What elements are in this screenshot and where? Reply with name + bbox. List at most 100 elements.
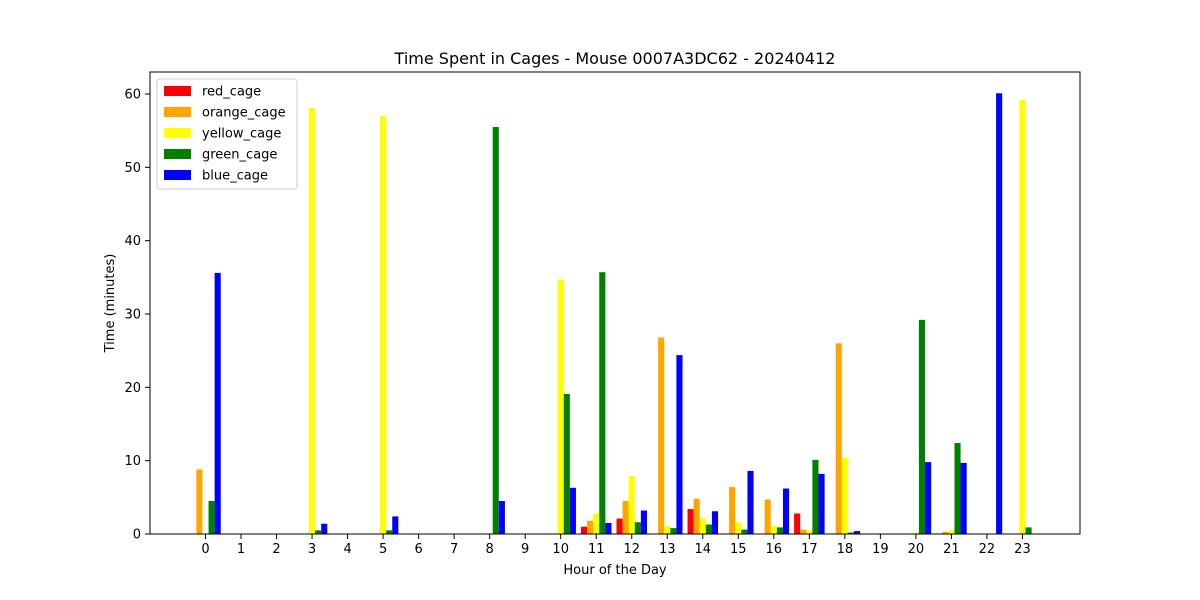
bar-yellow-cage-hour-17 <box>806 530 813 534</box>
y-tick-label: 30 <box>124 308 141 323</box>
bar-green-cage-hour-21 <box>954 443 961 534</box>
series-green-cage <box>208 127 1032 534</box>
bar-blue-cage-hour-0 <box>214 272 221 534</box>
x-tick-label: 1 <box>237 542 245 557</box>
x-tick-label: 0 <box>201 542 209 557</box>
y-axis-label: Time (minutes) <box>103 254 118 354</box>
bar-yellow-cage-hour-10 <box>557 279 564 534</box>
bar-orange-cage-hour-14 <box>693 498 700 534</box>
bar-yellow-cage-hour-23 <box>1019 99 1026 535</box>
bar-green-cage-hour-3 <box>315 530 322 534</box>
x-tick-label: 22 <box>979 542 996 557</box>
x-tick-label: 5 <box>379 542 387 557</box>
bar-green-cage-hour-8 <box>492 127 499 534</box>
legend-label-yellow-cage: yellow_cage <box>202 127 281 142</box>
x-tick-label: 2 <box>272 542 280 557</box>
bar-orange-cage-hour-16 <box>764 499 771 534</box>
bar-green-cage-hour-12 <box>634 522 641 534</box>
legend-label-orange-cage: orange_cage <box>202 106 286 121</box>
bar-green-cage-hour-14 <box>705 524 712 534</box>
x-tick-label: 14 <box>695 542 712 557</box>
chart-title: Time Spent in Cages - Mouse 0007A3DC62 -… <box>394 49 836 68</box>
legend-swatch-red-cage <box>164 86 191 96</box>
y-tick-label: 0 <box>133 528 141 543</box>
bar-yellow-cage-hour-12 <box>628 476 635 534</box>
x-tick-label: 12 <box>623 542 640 557</box>
x-tick-label: 4 <box>343 542 351 557</box>
x-tick-label: 23 <box>1014 542 1031 557</box>
bar-blue-cage-hour-16 <box>782 488 790 534</box>
bar-yellow-cage-hour-3 <box>309 107 316 535</box>
legend: red_cage orange_cage yellow_cage green_cage… <box>156 78 298 190</box>
x-tick-label: 21 <box>943 542 960 557</box>
x-tick-label: 8 <box>486 542 494 557</box>
bar-yellow-cage-hour-20 <box>912 532 919 534</box>
y-tick-label: 60 <box>124 88 141 103</box>
bar-yellow-cage-hour-18 <box>841 457 848 534</box>
bar-green-cage-hour-15 <box>741 529 748 534</box>
plot-frame <box>149 71 1081 535</box>
bar-green-cage-hour-0 <box>208 501 215 534</box>
legend-swatch-yellow-cage <box>164 128 191 138</box>
legend-label-blue-cage: blue_cage <box>202 169 268 184</box>
series-yellow-cage <box>309 99 1026 535</box>
x-tick-label: 20 <box>908 542 925 557</box>
y-tick-label: 50 <box>124 161 141 176</box>
bar-blue-cage-hour-3 <box>321 523 328 534</box>
legend-label-red-cage: red_cage <box>202 85 261 100</box>
bar-blue-cage-hour-10 <box>569 487 576 534</box>
bar-orange-cage-hour-12 <box>622 501 629 534</box>
legend-swatch-green-cage <box>164 149 191 159</box>
bar-orange-cage-hour-0 <box>196 469 203 534</box>
bar-red-cage-hour-12 <box>616 518 623 534</box>
y-tick-label: 20 <box>124 381 141 396</box>
bar-yellow-cage-hour-15 <box>735 522 742 534</box>
y-tick-label: 10 <box>124 454 141 469</box>
bar-yellow-cage-hour-21 <box>948 530 955 534</box>
bar-red-cage-hour-17 <box>794 513 801 534</box>
bar-blue-cage-hour-17 <box>818 473 825 534</box>
legend-label-green-cage: green_cage <box>202 148 277 163</box>
x-tick-label: 11 <box>588 542 605 557</box>
bar-orange-cage-hour-15 <box>729 487 736 534</box>
bar-orange-cage-hour-17 <box>800 529 807 534</box>
bar-yellow-cage-hour-13 <box>664 525 671 534</box>
series-orange-cage <box>196 337 949 534</box>
bar-green-cage-hour-17 <box>812 459 819 534</box>
bar-green-cage-hour-5 <box>386 530 393 534</box>
bar-blue-cage-hour-21 <box>960 462 967 534</box>
bar-blue-cage-hour-15 <box>747 470 754 534</box>
bar-green-cage-hour-20 <box>918 319 926 534</box>
x-tick-label: 9 <box>521 542 529 557</box>
x-tick-label: 18 <box>837 542 854 557</box>
bar-green-cage-hour-13 <box>670 528 677 534</box>
bar-blue-cage-hour-20 <box>925 462 932 534</box>
bar-blue-cage-hour-12 <box>640 510 647 534</box>
y-axis: 0 10 20 30 40 50 60 <box>124 88 150 543</box>
bar-green-cage-hour-10 <box>563 393 570 534</box>
x-tick-label: 19 <box>872 542 889 557</box>
bar-green-cage-hour-11 <box>599 272 606 534</box>
bar-yellow-cage-hour-14 <box>699 518 706 534</box>
bar-yellow-cage-hour-5 <box>380 116 387 534</box>
x-tick-label: 6 <box>414 542 422 557</box>
bar-blue-cage-hour-18 <box>854 531 861 534</box>
bar-blue-cage-hour-22 <box>996 93 1003 535</box>
x-tick-label: 15 <box>730 542 747 557</box>
x-tick-label: 13 <box>659 542 676 557</box>
bar-orange-cage-hour-18 <box>835 343 842 534</box>
legend-swatch-orange-cage <box>164 107 191 117</box>
x-axis: 0 1 2 3 4 5 6 7 8 9 10 11 12 13 14 15 16 17 18 19 20 21 22 23 <box>201 534 1031 557</box>
series-red-cage <box>580 509 801 534</box>
bar-green-cage-hour-23 <box>1025 527 1032 534</box>
x-tick-label: 10 <box>552 542 569 557</box>
bar-blue-cage-hour-11 <box>605 523 612 534</box>
bar-red-cage-hour-11 <box>580 526 588 534</box>
x-axis-label: Hour of the Day <box>563 563 667 578</box>
legend-swatch-blue-cage <box>164 170 191 180</box>
y-tick-label: 40 <box>124 234 141 249</box>
bar-blue-cage-hour-13 <box>676 355 683 534</box>
bar-blue-cage-hour-14 <box>711 511 719 534</box>
